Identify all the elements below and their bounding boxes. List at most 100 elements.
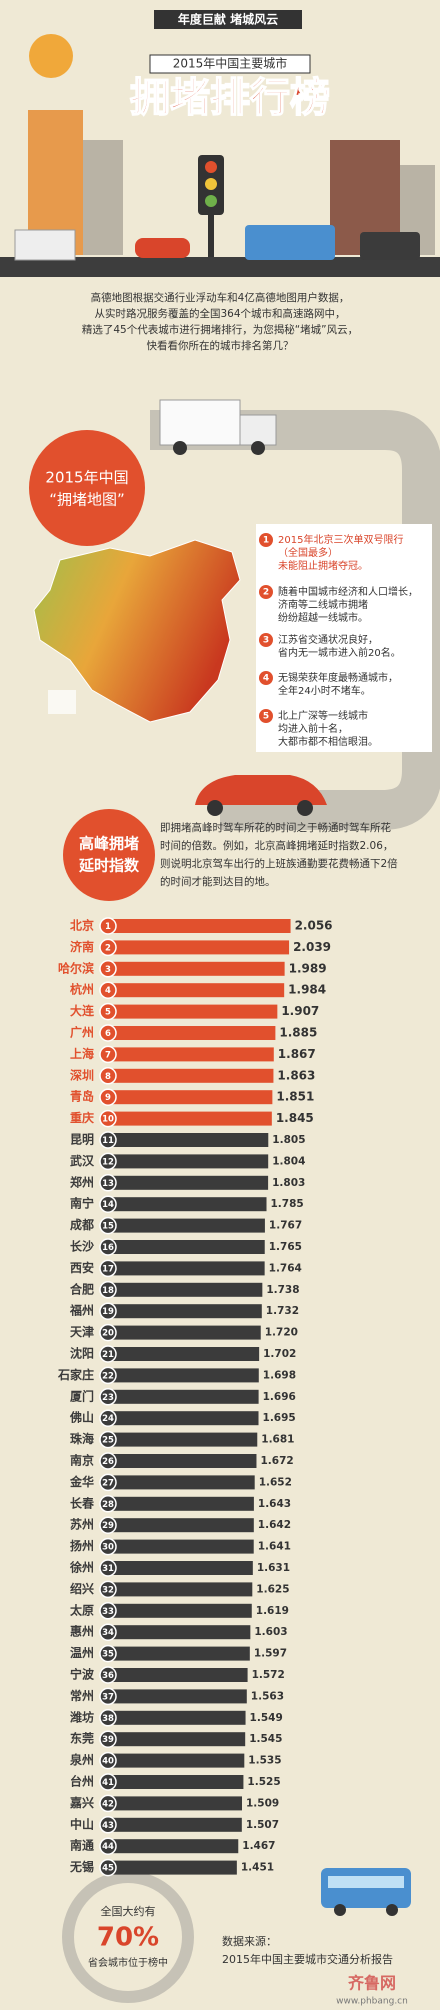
bar bbox=[108, 1625, 251, 1640]
city-name: 南京 bbox=[70, 1453, 94, 1468]
city-name: 常州 bbox=[70, 1688, 94, 1703]
city-name: 南宁 bbox=[70, 1196, 94, 1211]
rank-badge bbox=[99, 1452, 117, 1470]
rank: 32 bbox=[102, 1585, 114, 1595]
value-label: 2.039 bbox=[293, 940, 331, 954]
city-name: 中山 bbox=[70, 1816, 94, 1831]
value-label: 1.785 bbox=[271, 1198, 304, 1210]
rank-badge bbox=[99, 1323, 117, 1342]
city-name: 深圳 bbox=[70, 1067, 94, 1082]
city-name: 石家庄 bbox=[57, 1367, 94, 1382]
index-desc: 的时间才能到达目的地。 bbox=[160, 875, 276, 888]
city-name: 珠海 bbox=[70, 1431, 94, 1446]
rank-badge bbox=[99, 960, 117, 978]
rank: 13 bbox=[102, 1179, 114, 1189]
rank: 29 bbox=[102, 1521, 114, 1531]
rank: 10 bbox=[102, 1115, 114, 1125]
city-name: 泉州 bbox=[70, 1752, 94, 1767]
rank-badge bbox=[99, 1687, 117, 1706]
rank-badge bbox=[99, 1366, 117, 1385]
rank-badge bbox=[99, 1131, 117, 1149]
value-label: 1.738 bbox=[266, 1284, 299, 1296]
index-desc: 则说明北京驾车出行的上班族通勤要花费畅通下2倍 bbox=[160, 857, 398, 870]
rank-badge bbox=[99, 1751, 117, 1770]
point-text: 济南等二线城市拥堵 bbox=[278, 598, 368, 611]
city-name: 青岛 bbox=[70, 1089, 94, 1104]
value-label: 1.451 bbox=[241, 1862, 274, 1874]
rank: 12 bbox=[102, 1157, 114, 1167]
bar bbox=[108, 1496, 254, 1511]
stat-line: 全国大约有 bbox=[101, 1904, 156, 1918]
intro-line: 精选了45个代表城市进行拥堵排行，为您揭秘“堵城”风云， bbox=[82, 323, 358, 336]
value-label: 1.907 bbox=[281, 1004, 319, 1018]
china-map bbox=[33, 539, 241, 723]
watermark: 齐鲁网 bbox=[348, 1974, 396, 1993]
intro-line: 高德地图根据交通行业浮动车和4亿高德地图用户数据， bbox=[91, 291, 350, 304]
rank: 14 bbox=[102, 1200, 114, 1210]
bar bbox=[108, 1111, 272, 1126]
value-label: 1.572 bbox=[252, 1669, 285, 1681]
rank-badge bbox=[99, 917, 117, 935]
truck bbox=[159, 399, 277, 455]
bar bbox=[108, 1389, 259, 1404]
rank-badge bbox=[99, 1473, 117, 1492]
map-legend bbox=[48, 690, 76, 714]
point-text: 无锡荣获年度最畅通城市， bbox=[278, 671, 398, 684]
bar bbox=[108, 919, 291, 933]
rank: 11 bbox=[102, 1136, 114, 1146]
bar bbox=[108, 1668, 248, 1682]
city-name: 广州 bbox=[70, 1025, 94, 1040]
rank-badge bbox=[99, 1024, 117, 1042]
bar bbox=[108, 1218, 265, 1233]
value-label: 1.720 bbox=[265, 1327, 298, 1339]
bar bbox=[108, 1817, 242, 1832]
value-label: 1.545 bbox=[249, 1733, 282, 1745]
bar bbox=[108, 1454, 257, 1468]
rank: 20 bbox=[102, 1329, 114, 1339]
point-text: 均进入前十名， bbox=[278, 722, 348, 735]
point-text: （全国最多） bbox=[278, 546, 338, 559]
source-label: 数据来源： bbox=[222, 1934, 277, 1948]
rank: 41 bbox=[102, 1778, 114, 1788]
city-name: 北京 bbox=[70, 918, 94, 933]
point-badge bbox=[259, 633, 273, 647]
rank: 6 bbox=[105, 1029, 111, 1039]
city-name: 南通 bbox=[70, 1838, 94, 1853]
rank: 22 bbox=[102, 1371, 114, 1381]
rank: 21 bbox=[102, 1350, 114, 1360]
rank: 4 bbox=[105, 986, 111, 996]
city-name: 福州 bbox=[69, 1303, 94, 1318]
city-name: 台州 bbox=[70, 1774, 94, 1789]
point-number: 4 bbox=[263, 674, 269, 684]
rank-badge bbox=[99, 1794, 117, 1813]
city-name: 武汉 bbox=[70, 1153, 95, 1168]
rank: 15 bbox=[102, 1222, 114, 1232]
rank: 2 bbox=[105, 943, 111, 953]
bar bbox=[108, 1154, 269, 1169]
bar bbox=[108, 1860, 237, 1875]
bar bbox=[108, 1582, 253, 1597]
point-number: 5 bbox=[263, 712, 269, 722]
city-name: 郑州 bbox=[70, 1174, 94, 1189]
point-text: 省内无一城市进入前20名。 bbox=[278, 646, 401, 659]
rank-badge bbox=[99, 1580, 117, 1599]
city-name: 昆明 bbox=[70, 1133, 94, 1147]
bar bbox=[108, 940, 290, 955]
subtitle-bg bbox=[149, 54, 311, 74]
point-badge bbox=[259, 671, 273, 685]
bar bbox=[108, 1068, 274, 1083]
point-text: 随着中国城市经济和人口增长， bbox=[278, 585, 418, 598]
rank-badge bbox=[99, 981, 117, 999]
city-name: 温州 bbox=[70, 1646, 94, 1660]
city-name: 惠州 bbox=[70, 1624, 94, 1639]
rank-badge bbox=[99, 1002, 117, 1021]
bar bbox=[108, 1175, 269, 1190]
rank-badge bbox=[99, 1773, 117, 1791]
point-text: 江苏省交通状况良好， bbox=[278, 633, 378, 646]
city-name: 宁波 bbox=[70, 1667, 95, 1682]
rank-badge bbox=[99, 1537, 117, 1556]
car bbox=[195, 775, 327, 816]
point-badge bbox=[259, 533, 273, 547]
rank: 18 bbox=[102, 1286, 114, 1296]
